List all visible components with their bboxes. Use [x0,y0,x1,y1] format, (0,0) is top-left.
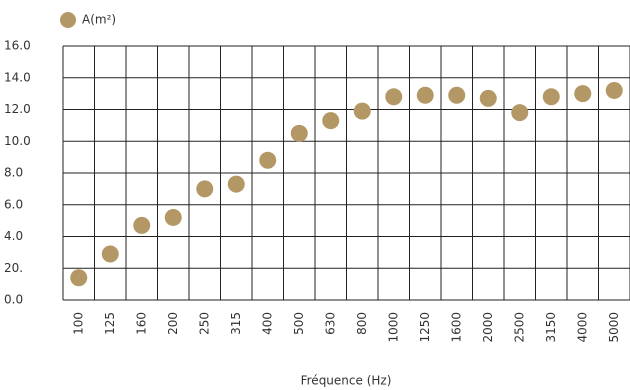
x-tick-label: 630 [323,312,337,335]
point [448,86,466,104]
x-tick-label: 1250 [418,312,432,343]
legend-label: A(m²) [82,13,116,27]
point [70,269,88,287]
point [385,88,403,106]
y-tick-label: 8.0 [4,166,23,180]
y-tick-label: 12.0 [4,102,31,116]
legend-marker [60,12,76,28]
x-tick-label: 500 [292,312,306,335]
x-tick-label: 125 [103,312,117,335]
y-tick-label: 20. [4,261,23,275]
point [164,208,182,226]
point [605,81,623,99]
x-tick-label: 3150 [544,312,558,343]
x-tick-label: 2000 [481,312,495,343]
y-tick-label: 16.0 [4,39,31,53]
x-tick-label: 160 [134,312,148,335]
point [416,86,434,104]
x-tick-label: 4000 [575,312,589,343]
point [574,85,592,103]
y-tick-label: 6.0 [4,197,23,211]
point [196,180,214,198]
y-tick-label: 10.0 [4,134,31,148]
x-tick-label: 250 [197,312,211,335]
x-tick-label: 1000 [386,312,400,343]
x-tick-label: 400 [260,312,274,335]
y-tick-label: 0.0 [4,293,23,307]
x-tick-label: 315 [229,312,243,335]
point [511,104,529,122]
point [322,112,340,130]
point [479,89,497,107]
x-tick-label: 2500 [512,312,526,343]
x-tick-label: 1600 [449,312,463,343]
x-axis-label: Fréquence (Hz) [301,374,392,388]
y-tick-label: 4.0 [4,229,23,243]
point [353,102,371,120]
point [290,124,308,142]
point [259,151,277,169]
point [227,175,245,193]
point [101,245,119,263]
x-tick-label: 5000 [607,312,621,343]
x-tick-label: 200 [166,312,180,335]
x-tick-label: 100 [71,312,85,335]
point [133,216,151,234]
x-tick-label: 800 [355,312,369,335]
y-tick-label: 14.0 [4,70,31,84]
point [542,88,560,106]
